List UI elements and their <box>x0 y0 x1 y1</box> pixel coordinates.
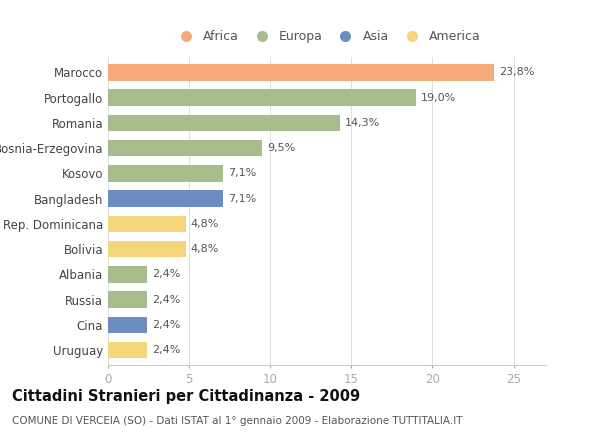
Bar <box>108 140 262 156</box>
Bar <box>108 266 147 282</box>
Text: 2,4%: 2,4% <box>152 345 180 355</box>
Bar <box>108 165 223 182</box>
Legend: Africa, Europa, Asia, America: Africa, Europa, Asia, America <box>169 26 485 47</box>
Text: 19,0%: 19,0% <box>421 92 457 103</box>
Bar <box>108 317 147 333</box>
Bar <box>108 64 494 81</box>
Text: 7,1%: 7,1% <box>228 194 256 204</box>
Bar <box>108 291 147 308</box>
Bar <box>108 89 416 106</box>
Text: 2,4%: 2,4% <box>152 320 180 330</box>
Bar <box>108 241 186 257</box>
Bar <box>108 115 340 131</box>
Text: Cittadini Stranieri per Cittadinanza - 2009: Cittadini Stranieri per Cittadinanza - 2… <box>12 389 360 404</box>
Text: 4,8%: 4,8% <box>191 219 219 229</box>
Text: 7,1%: 7,1% <box>228 169 256 178</box>
Text: 2,4%: 2,4% <box>152 294 180 304</box>
Text: COMUNE DI VERCEIA (SO) - Dati ISTAT al 1° gennaio 2009 - Elaborazione TUTTITALIA: COMUNE DI VERCEIA (SO) - Dati ISTAT al 1… <box>12 416 463 426</box>
Text: 2,4%: 2,4% <box>152 269 180 279</box>
Bar <box>108 216 186 232</box>
Text: 9,5%: 9,5% <box>267 143 295 153</box>
Bar <box>108 191 223 207</box>
Text: 14,3%: 14,3% <box>345 118 380 128</box>
Bar <box>108 342 147 358</box>
Text: 23,8%: 23,8% <box>499 67 535 77</box>
Text: 4,8%: 4,8% <box>191 244 219 254</box>
